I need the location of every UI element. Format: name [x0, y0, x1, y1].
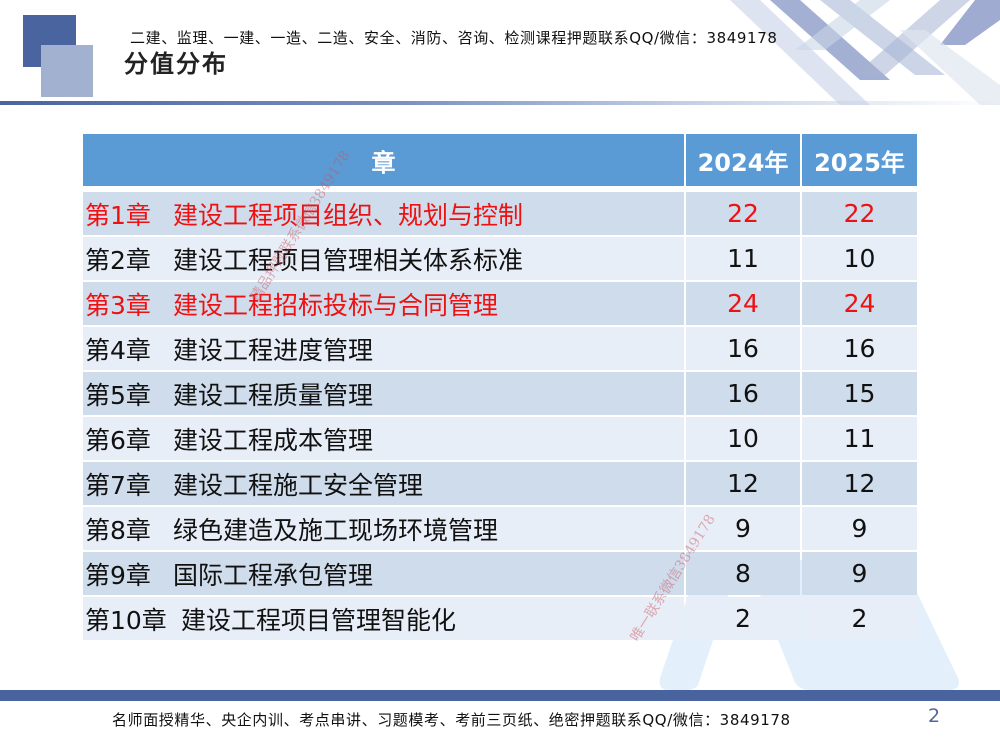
chapter-number: 第6章: [85, 425, 151, 455]
chapter-number: 第4章: [85, 335, 151, 365]
chapter-cell: 第3章 建设工程招标投标与合同管理: [83, 282, 684, 325]
score-2025: 2: [802, 597, 917, 640]
score-2025: 12: [802, 462, 917, 505]
chapter-number: 第10章: [85, 605, 167, 635]
table-row: 第10章 建设工程项目管理智能化 2 2: [83, 597, 917, 640]
score-2025: 16: [802, 327, 917, 370]
score-distribution-table: 章 2024年 2025年 第1章 建设工程项目组织、规划与控制 22 22 第2…: [83, 134, 917, 642]
footer-bar: [0, 690, 1000, 701]
decorative-stripes-graphic: [730, 0, 1000, 105]
column-header-chapter: 章: [83, 134, 684, 186]
footer-text: 名师面授精华、央企内训、考点串讲、习题模考、考前三页纸、绝密押题联系QQ/微信：…: [112, 711, 791, 729]
chapter-number: 第8章: [85, 515, 151, 545]
score-2024: 8: [686, 552, 800, 595]
table-row: 第7章 建设工程施工安全管理 12 12: [83, 462, 917, 505]
score-2024: 9: [686, 507, 800, 550]
chapter-number: 第3章: [85, 290, 151, 320]
score-2024: 11: [686, 237, 800, 280]
chapter-cell: 第5章 建设工程质量管理: [83, 372, 684, 415]
score-2025: 11: [802, 417, 917, 460]
table-row: 第5章 建设工程质量管理 16 15: [83, 372, 917, 415]
chapter-name: 国际工程承包管理: [173, 560, 374, 590]
chapter-cell: 第10章 建设工程项目管理智能化: [83, 597, 684, 640]
score-2025: 24: [802, 282, 917, 325]
chapter-name: 建设工程项目管理相关体系标准: [173, 245, 524, 275]
score-2025: 9: [802, 552, 917, 595]
chapter-number: 第1章: [85, 200, 151, 230]
score-2024: 12: [686, 462, 800, 505]
score-2024: 16: [686, 327, 800, 370]
page-number: 2: [928, 705, 941, 727]
score-2025: 9: [802, 507, 917, 550]
header-divider: [0, 101, 1000, 105]
chapter-cell: 第1章 建设工程项目组织、规划与控制: [83, 192, 684, 235]
chapter-number: 第7章: [85, 470, 151, 500]
chapter-number: 第9章: [85, 560, 151, 590]
chapter-name: 建设工程项目管理智能化: [181, 605, 457, 635]
chapter-name: 建设工程成本管理: [173, 425, 374, 455]
chapter-cell: 第6章 建设工程成本管理: [83, 417, 684, 460]
chapter-cell: 第2章 建设工程项目管理相关体系标准: [83, 237, 684, 280]
chapter-name: 绿色建造及施工现场环境管理: [173, 515, 499, 545]
chapter-name: 建设工程施工安全管理: [173, 470, 424, 500]
chapter-number: 第2章: [85, 245, 151, 275]
logo-square-light: [41, 45, 93, 97]
table-row: 第4章 建设工程进度管理 16 16: [83, 327, 917, 370]
score-2024: 10: [686, 417, 800, 460]
chapter-name: 建设工程项目组织、规划与控制: [173, 200, 524, 230]
score-2025: 10: [802, 237, 917, 280]
chapter-name: 建设工程进度管理: [173, 335, 374, 365]
table-row: 第1章 建设工程项目组织、规划与控制 22 22: [83, 192, 917, 235]
chapter-number: 第5章: [85, 380, 151, 410]
chapter-cell: 第8章 绿色建造及施工现场环境管理: [83, 507, 684, 550]
chapter-cell: 第4章 建设工程进度管理: [83, 327, 684, 370]
table-header-row: 章 2024年 2025年: [83, 134, 917, 186]
table-row: 第9章 国际工程承包管理 8 9: [83, 552, 917, 595]
score-2024: 22: [686, 192, 800, 235]
table-row: 第8章 绿色建造及施工现场环境管理 9 9: [83, 507, 917, 550]
chapter-name: 建设工程质量管理: [173, 380, 374, 410]
score-2024: 24: [686, 282, 800, 325]
chapter-name: 建设工程招标投标与合同管理: [173, 290, 499, 320]
score-2025: 22: [802, 192, 917, 235]
score-2024: 2: [686, 597, 800, 640]
table-row: 第2章 建设工程项目管理相关体系标准 11 10: [83, 237, 917, 280]
score-2025: 15: [802, 372, 917, 415]
table-row: 第3章 建设工程招标投标与合同管理 24 24: [83, 282, 917, 325]
page-title: 分值分布: [124, 50, 228, 78]
column-header-2025: 2025年: [802, 134, 917, 186]
chapter-cell: 第7章 建设工程施工安全管理: [83, 462, 684, 505]
table-row: 第6章 建设工程成本管理 10 11: [83, 417, 917, 460]
top-banner-text: 二建、监理、一建、一造、二造、安全、消防、咨询、检测课程押题联系QQ/微信：38…: [130, 29, 778, 47]
chapter-cell: 第9章 国际工程承包管理: [83, 552, 684, 595]
column-header-2024: 2024年: [686, 134, 800, 186]
score-2024: 16: [686, 372, 800, 415]
